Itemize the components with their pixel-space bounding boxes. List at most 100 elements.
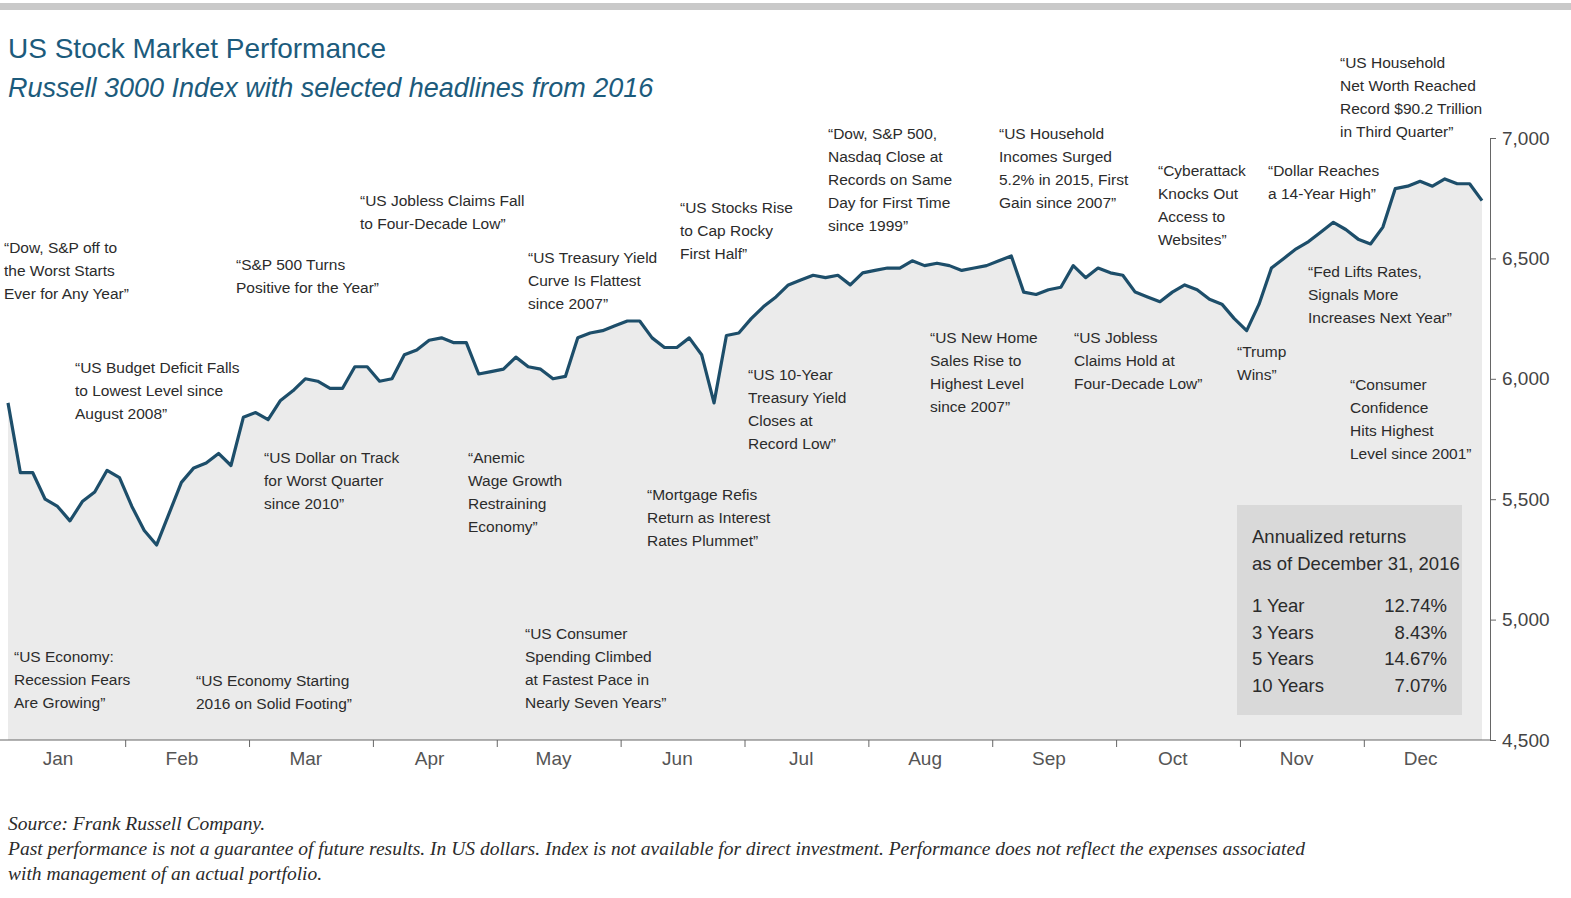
y-tick: 6,500 bbox=[1490, 248, 1550, 269]
headline-line: Nearly Seven Years” bbox=[525, 694, 666, 711]
month-separator bbox=[868, 740, 869, 747]
table-title: Annualized returns bbox=[1252, 526, 1406, 547]
headline-line: Four-Decade Low” bbox=[1074, 375, 1202, 392]
y-tick-mark bbox=[1490, 138, 1496, 139]
title: US Stock Market Performance bbox=[8, 33, 386, 64]
subtitle: Russell 3000 Index with selected headlin… bbox=[8, 73, 654, 103]
y-tick: 6,000 bbox=[1490, 368, 1550, 389]
x-tick: Oct bbox=[1158, 748, 1188, 769]
headline-line: “US Treasury Yield bbox=[528, 249, 657, 266]
headline-line: “Dow, S&P off to bbox=[4, 239, 117, 256]
y-tick-label: 6,500 bbox=[1502, 248, 1550, 269]
headline: “US 10-YearTreasury YieldCloses atRecord… bbox=[748, 366, 847, 452]
x-tick: Dec bbox=[1404, 748, 1438, 769]
month-separator bbox=[1240, 740, 1241, 747]
y-tick-mark bbox=[1490, 740, 1496, 741]
headline-line: Spending Climbed bbox=[525, 648, 652, 665]
headline: “US Budget Deficit Fallsto Lowest Level … bbox=[75, 359, 240, 422]
headline: “US HouseholdIncomes Surged5.2% in 2015,… bbox=[999, 125, 1129, 211]
headline-line: Rates Plummet” bbox=[647, 532, 758, 549]
x-tick: Sep bbox=[1032, 748, 1066, 769]
table-label: 5 Years bbox=[1252, 648, 1314, 669]
x-tick-label: Apr bbox=[415, 748, 445, 769]
headline-line: “US Consumer bbox=[525, 625, 628, 642]
headline-line: Access to bbox=[1158, 208, 1225, 225]
y-axis: 4,5005,0005,5006,0006,5007,000 bbox=[1490, 128, 1550, 751]
table-value: 12.74% bbox=[1384, 595, 1447, 616]
month-separator bbox=[1116, 740, 1117, 747]
headline-line: Nasdaq Close at bbox=[828, 148, 943, 165]
area-fill bbox=[8, 179, 1482, 740]
headline-line: “Cyberattack bbox=[1158, 162, 1246, 179]
headline: “CyberattackKnocks OutAccess toWebsites” bbox=[1158, 162, 1246, 248]
month-separator bbox=[497, 740, 498, 747]
x-tick-label: Nov bbox=[1280, 748, 1314, 769]
headline-line: “US 10-Year bbox=[748, 366, 833, 383]
month-separator bbox=[745, 740, 746, 747]
headline-line: 5.2% in 2015, First bbox=[999, 171, 1129, 188]
y-axis-line bbox=[1490, 139, 1491, 741]
headline: “S&P 500 TurnsPositive for the Year” bbox=[236, 256, 379, 296]
y-tick-label: 6,000 bbox=[1502, 368, 1550, 389]
headline-line: Signals More bbox=[1308, 286, 1398, 303]
x-tick-label: Jan bbox=[43, 748, 74, 769]
headline: “US JoblessClaims Hold atFour-Decade Low… bbox=[1074, 329, 1202, 392]
headline-line: Treasury Yield bbox=[748, 389, 847, 406]
x-tick-label: Aug bbox=[908, 748, 942, 769]
y-tick-mark bbox=[1490, 258, 1496, 259]
headline-line: “US Stocks Rise bbox=[680, 199, 793, 216]
headline: “Dow, S&P off tothe Worst StartsEver for… bbox=[4, 239, 129, 302]
headline-line: Recession Fears bbox=[14, 671, 131, 688]
headline-line: Wage Growth bbox=[468, 472, 562, 489]
headline-line: Wins” bbox=[1237, 366, 1277, 383]
headline-line: Net Worth Reached bbox=[1340, 77, 1476, 94]
table-background bbox=[1237, 505, 1462, 715]
headline-line: Return as Interest bbox=[647, 509, 771, 526]
headline: “Dow, S&P 500, Nasdaq Close at Records on … bbox=[828, 125, 952, 234]
annotations: “Dow, S&P off tothe Worst StartsEver for… bbox=[4, 54, 1482, 712]
index-line bbox=[8, 179, 1482, 545]
month-separator bbox=[621, 740, 622, 747]
y-tick-mark bbox=[1490, 499, 1496, 500]
headline-line: since 1999” bbox=[828, 217, 908, 234]
headline-line: Increases Next Year” bbox=[1308, 309, 1452, 326]
returns-table: Annualized returnsas of December 31, 201… bbox=[1237, 505, 1462, 715]
headline: “AnemicWage GrowthRestrainingEconomy” bbox=[468, 449, 562, 535]
headline-line: since 2007” bbox=[930, 398, 1010, 415]
y-tick-label: 5,000 bbox=[1502, 609, 1550, 630]
x-tick-label: Mar bbox=[289, 748, 322, 769]
x-tick-label: Sep bbox=[1032, 748, 1066, 769]
y-tick: 7,000 bbox=[1490, 128, 1550, 149]
headline-line: “US Jobless Claims Fall bbox=[360, 192, 525, 209]
headline-line: Gain since 2007” bbox=[999, 194, 1116, 211]
headline: “US Jobless Claims Fall to Four-Decade Lo… bbox=[360, 192, 525, 232]
headline-line: “US Jobless bbox=[1074, 329, 1158, 346]
chart-canvas: US Stock Market Performance Russell 3000 … bbox=[0, 0, 1571, 898]
headline: “US New HomeSales Rise toHighest Levelsi… bbox=[930, 329, 1038, 415]
headline: “US Treasury YieldCurve Is Flattestsince… bbox=[528, 249, 657, 312]
headline-line: “US Economy Starting bbox=[196, 672, 349, 689]
headline-line: the Worst Starts bbox=[4, 262, 115, 279]
table-label: 1 Year bbox=[1252, 595, 1304, 616]
x-tick-label: Jun bbox=[662, 748, 693, 769]
x-tick: Jul bbox=[789, 748, 813, 769]
x-tick-label: May bbox=[536, 748, 572, 769]
headline-line: Record $90.2 Trillion bbox=[1340, 100, 1482, 117]
headline: “US Stocks Riseto Cap RockyFirst Half” bbox=[680, 199, 793, 262]
x-tick: Jan bbox=[43, 748, 74, 769]
x-tick: Feb bbox=[166, 748, 199, 769]
headline: “US HouseholdNet Worth ReachedRecord $90… bbox=[1340, 54, 1482, 140]
headline-line: “US Dollar on Track bbox=[264, 449, 399, 466]
headline-line: Records on Same bbox=[828, 171, 952, 188]
headline-line: “Dow, S&P 500, bbox=[828, 125, 937, 142]
x-axis: Jan Feb Mar Apr May Jun Jul Aug Sep Oct Nov Dec bbox=[0, 740, 1490, 769]
y-tick-label: 5,500 bbox=[1502, 489, 1550, 510]
table-label: 10 Years bbox=[1252, 675, 1324, 696]
headline-line: to Four-Decade Low” bbox=[360, 215, 506, 232]
headline-line: “Mortgage Refis bbox=[647, 486, 758, 503]
headline-line: Knocks Out bbox=[1158, 185, 1239, 202]
headline-line: “Consumer bbox=[1350, 376, 1427, 393]
headline-line: at Fastest Pace in bbox=[525, 671, 649, 688]
headline: “US Consumer Spending Climbed at Fastest P… bbox=[525, 625, 666, 711]
x-tick-label: Jul bbox=[789, 748, 813, 769]
